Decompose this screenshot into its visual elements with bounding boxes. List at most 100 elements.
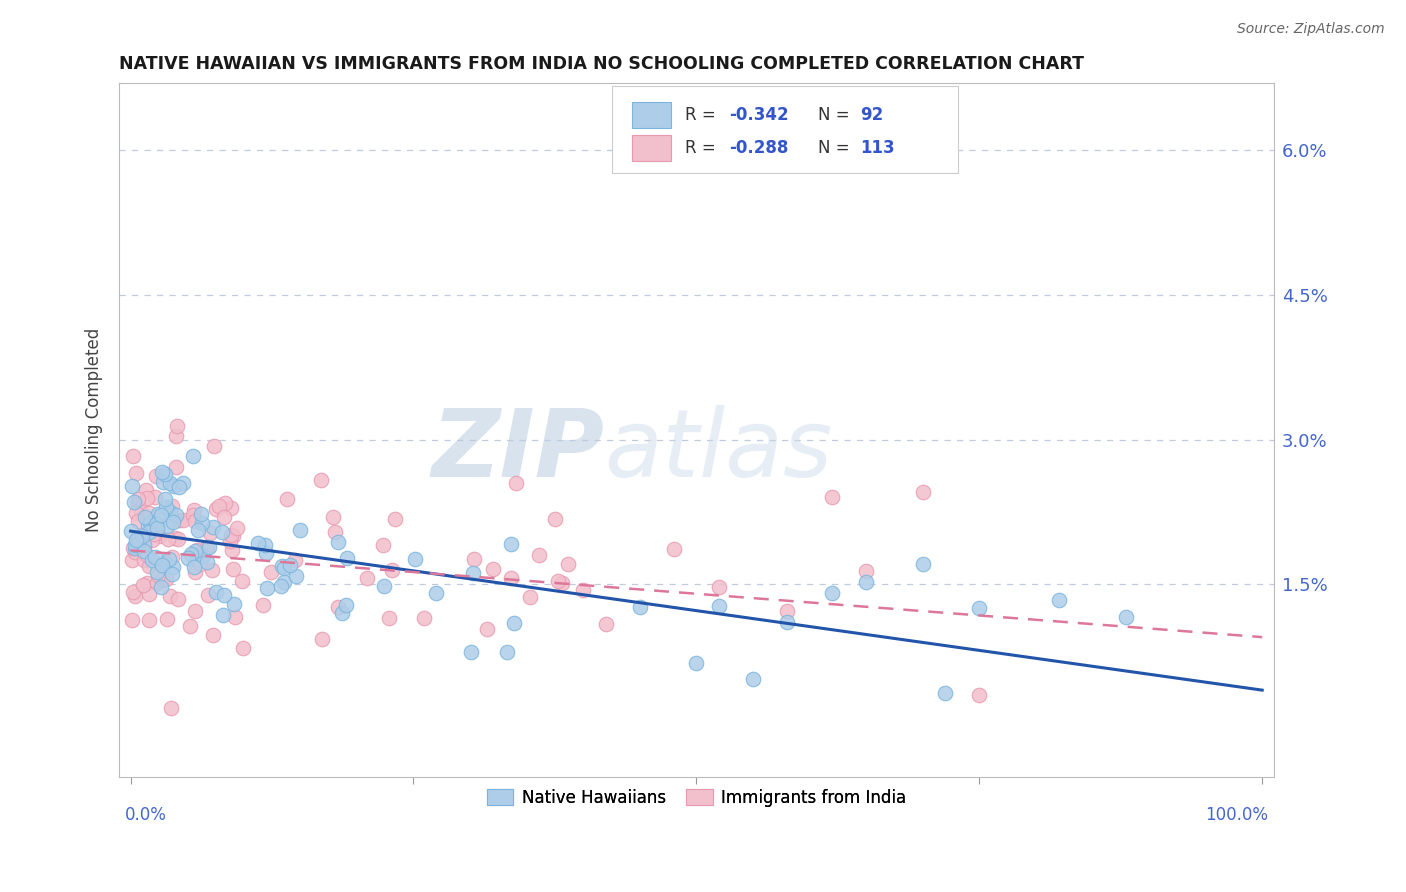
Point [121,613,143,627]
Point [120,524,142,538]
Legend: Native Hawaiians, Immigrants from India: Native Hawaiians, Immigrants from India [479,782,912,814]
Point [373,579,395,593]
Point [211,608,233,623]
Text: -0.342: -0.342 [728,106,789,124]
Point [557,557,579,571]
Point [162,560,184,574]
Point [125,466,148,480]
Point [499,537,522,551]
Point [148,529,170,543]
Point [124,538,146,552]
Text: R =: R = [685,106,721,124]
Point [278,558,301,573]
Point [138,587,160,601]
Text: N =: N = [818,139,855,157]
Point [180,547,202,561]
Text: 0.0%: 0.0% [125,805,167,824]
Point [186,543,208,558]
Point [160,499,183,513]
Point [273,561,295,575]
Point [328,600,350,615]
Point [1047,593,1070,607]
Text: 92: 92 [860,106,883,124]
Point [335,550,357,565]
Point [195,555,218,569]
Point [225,521,247,535]
Point [222,529,245,543]
Point [156,519,179,533]
Point [742,673,765,687]
Point [197,540,219,554]
Text: -0.288: -0.288 [728,139,789,157]
Point [159,589,181,603]
Point [201,563,224,577]
Text: N =: N = [818,106,855,124]
Point [231,574,253,588]
Point [146,507,169,521]
Point [214,496,236,510]
Point [183,560,205,574]
Point [162,566,184,581]
Point [166,418,188,433]
Text: atlas: atlas [605,405,832,496]
Point [150,558,173,572]
Point [143,490,166,504]
Point [141,553,163,567]
Point [855,564,877,578]
Point [121,479,143,493]
Point [149,508,172,522]
Point [122,585,145,599]
Point [232,641,254,656]
FancyBboxPatch shape [612,87,959,173]
Point [127,497,149,511]
Text: R =: R = [685,139,721,157]
Point [122,449,145,463]
Point [127,491,149,506]
Point [371,538,394,552]
Point [167,592,190,607]
Point [202,439,225,453]
Point [911,558,934,572]
Point [131,529,153,543]
Point [544,512,567,526]
Point [179,619,201,633]
Point [685,656,707,670]
Point [425,586,447,600]
Point [153,467,176,481]
Point [271,558,294,573]
Point [143,549,166,564]
Point [707,599,730,613]
Point [776,615,799,629]
Point [184,544,207,558]
Point [247,536,270,550]
Point [505,475,527,490]
Text: ZIP: ZIP [432,405,605,497]
Point [1115,610,1137,624]
Point [202,628,225,642]
Point [184,514,207,528]
Point [260,566,283,580]
Point [212,588,235,602]
Point [153,556,176,570]
Point [156,532,179,546]
Point [330,606,353,620]
Point [138,506,160,520]
Point [145,469,167,483]
Point [187,523,209,537]
Point [176,550,198,565]
Point [335,598,357,612]
Point [496,644,519,658]
Point [221,501,243,516]
Bar [631,102,671,128]
Point [124,506,146,520]
Point [270,579,292,593]
Point [135,483,157,497]
Point [323,524,346,539]
Point [162,515,184,529]
Point [183,508,205,523]
Point [776,604,799,618]
Point [125,533,148,547]
Point [160,701,183,715]
Point [501,571,523,585]
Point [138,525,160,540]
